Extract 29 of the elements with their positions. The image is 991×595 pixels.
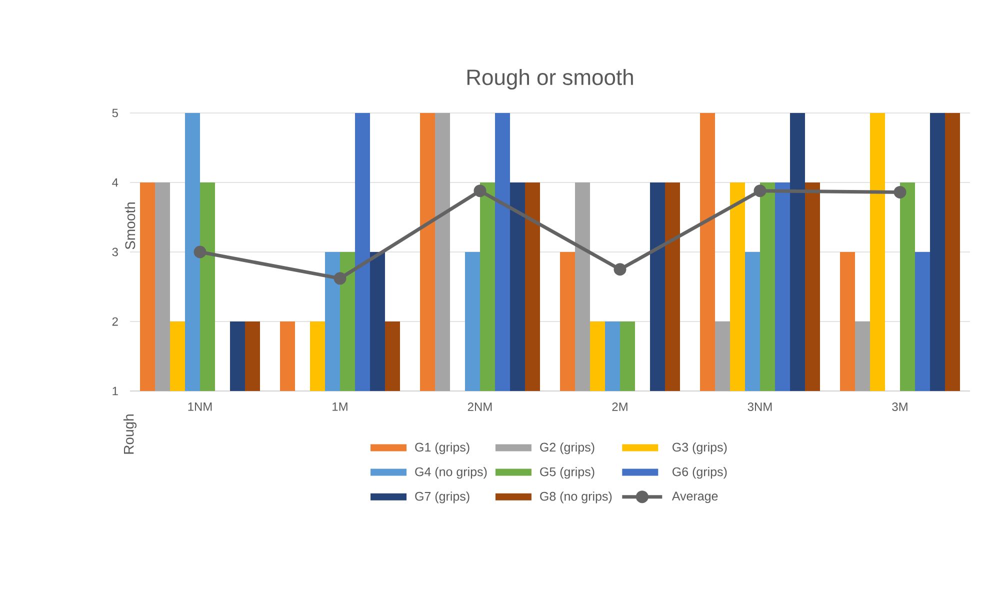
legend-label: G4 (no grips) xyxy=(415,467,487,479)
y-tick-label: 3 xyxy=(112,248,118,256)
y-tick-label: 5 xyxy=(112,108,118,118)
x-tick-label: 2NM xyxy=(468,402,492,411)
x-tick-label: 2M xyxy=(612,402,628,411)
y-tick-label: 4 xyxy=(112,178,118,187)
point xyxy=(474,184,486,198)
point xyxy=(754,184,766,198)
annotation: Smooth xyxy=(124,202,136,250)
x-tick-label: 3NM xyxy=(748,402,772,412)
x-tick-label: 3M xyxy=(892,402,908,412)
legend-label: G7 (grips) xyxy=(415,492,470,504)
chart-title: Rough or smooth xyxy=(467,68,633,90)
legend-label: G5 (grips) xyxy=(540,467,594,479)
legend-label: G8 (no grips) xyxy=(540,492,612,504)
legend-label: G1 (grips) xyxy=(415,442,470,454)
x-tick-label: 1M xyxy=(332,402,348,411)
point xyxy=(894,186,906,198)
point xyxy=(194,246,206,258)
y-tick-label: 1 xyxy=(112,386,118,396)
text: Rough xyxy=(123,414,137,454)
y-tick-label: 2 xyxy=(112,317,118,326)
legend-label: G6 (grips) xyxy=(672,467,727,479)
legend-label: G3 (grips) xyxy=(672,442,727,454)
point xyxy=(334,272,346,285)
x-tick-label: 1NM xyxy=(188,402,212,411)
legend-label: Average xyxy=(672,492,718,503)
point xyxy=(614,263,626,276)
legend-label: G2 (grips) xyxy=(540,442,594,454)
